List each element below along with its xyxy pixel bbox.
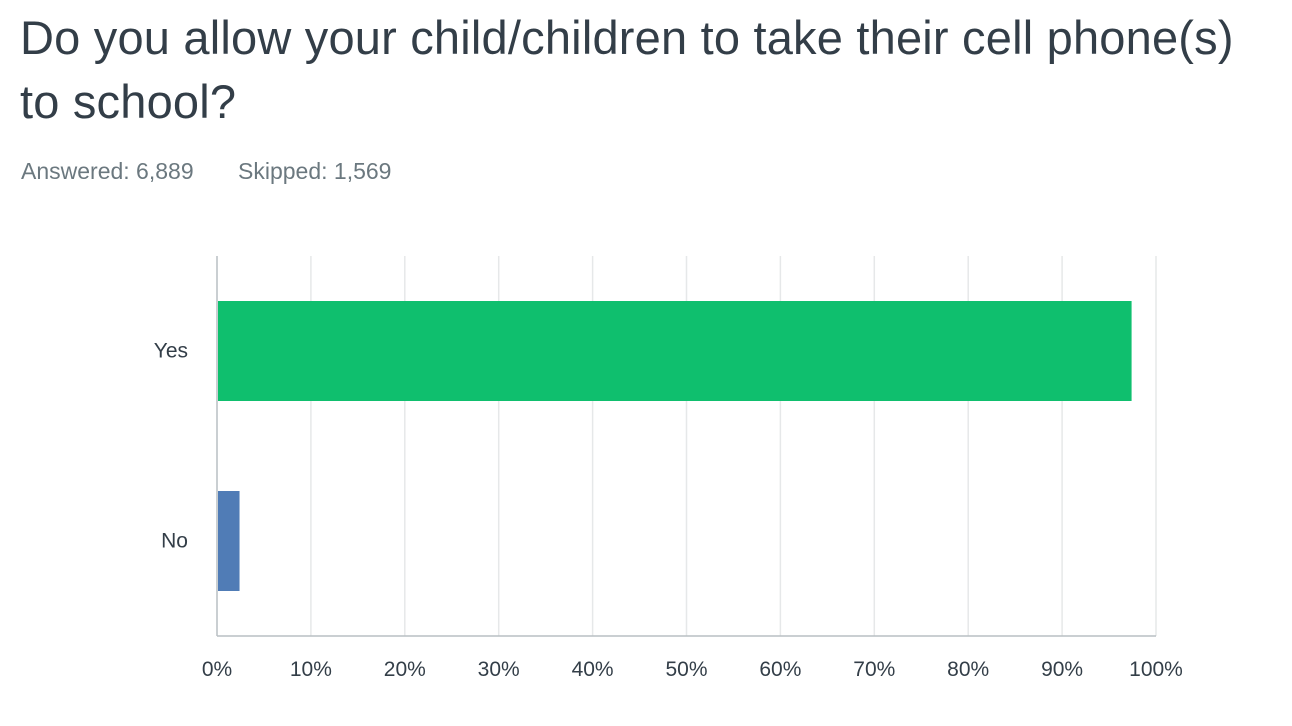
- x-tick-label: 90%: [1041, 658, 1083, 681]
- x-tick-label: 0%: [202, 658, 232, 681]
- question-title: Do you allow your child/children to take…: [20, 11, 1234, 128]
- skipped-count: Skipped: 1,569: [238, 158, 392, 184]
- bar-no: [218, 491, 240, 591]
- bar-yes: [218, 301, 1132, 401]
- x-tick-label: 10%: [290, 658, 332, 681]
- answered-count: Answered: 6,889: [21, 158, 194, 184]
- x-tick-label: 20%: [384, 658, 426, 681]
- x-tick-label: 100%: [1129, 658, 1183, 681]
- category-label-no: No: [161, 530, 188, 553]
- x-tick-label: 60%: [759, 658, 801, 681]
- x-tick-label: 30%: [478, 658, 520, 681]
- category-label-yes: Yes: [154, 340, 188, 363]
- x-tick-label: 70%: [853, 658, 895, 681]
- response-stats: Answered: 6,889 Skipped: 1,569: [21, 158, 391, 185]
- x-tick-label: 50%: [665, 658, 707, 681]
- x-tick-label: 40%: [572, 658, 614, 681]
- x-tick-label: 80%: [947, 658, 989, 681]
